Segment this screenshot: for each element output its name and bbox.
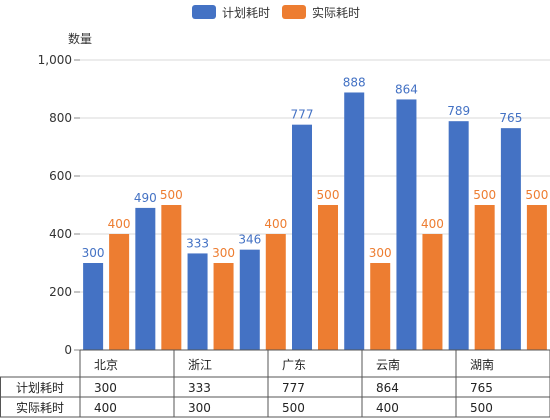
data-label: 765 xyxy=(499,111,522,125)
bar xyxy=(161,205,182,350)
table-category-label: 广东 xyxy=(282,358,306,372)
y-axis-label: 数量 xyxy=(68,31,92,46)
bar xyxy=(448,121,469,350)
bar xyxy=(187,253,208,350)
data-label: 500 xyxy=(525,188,548,202)
data-label: 400 xyxy=(108,217,131,231)
data-label: 346 xyxy=(238,233,261,247)
y-tick-label: 200 xyxy=(49,285,72,299)
bar xyxy=(135,207,156,350)
data-label: 500 xyxy=(473,188,496,202)
bar xyxy=(265,234,286,350)
data-label: 777 xyxy=(291,108,314,122)
table-series-name: 实际耗时 xyxy=(16,400,64,415)
table-cell: 300 xyxy=(188,401,211,415)
table-category-label: 北京 xyxy=(94,358,118,372)
data-label: 864 xyxy=(395,82,418,96)
data-label: 333 xyxy=(186,236,209,250)
y-tick-label: 600 xyxy=(49,169,72,183)
table-cell: 333 xyxy=(188,381,211,395)
bar xyxy=(239,249,260,350)
bar xyxy=(109,234,130,350)
table-category-label: 湖南 xyxy=(470,357,494,372)
bars xyxy=(83,92,547,350)
y-tick-label: 1,000 xyxy=(38,53,72,67)
y-tick-label: 0 xyxy=(64,343,72,357)
bar xyxy=(500,128,521,350)
table-category-label: 浙江 xyxy=(188,358,212,372)
bar xyxy=(474,205,495,350)
bar xyxy=(83,263,104,350)
data-label: 789 xyxy=(447,104,470,118)
data-label: 490 xyxy=(134,191,157,205)
table-cell: 300 xyxy=(94,381,117,395)
table-cell: 765 xyxy=(470,381,493,395)
data-labels: 300 490 333 346 777 888 864 789 765 400 500 300 400 5… xyxy=(82,75,549,260)
legend-swatch xyxy=(192,5,216,19)
table-cell: 864 xyxy=(376,381,399,395)
y-tick-label: 400 xyxy=(49,227,72,241)
data-label: 500 xyxy=(160,188,183,202)
bar xyxy=(213,263,234,350)
legend: 计划耗时 实际耗时 xyxy=(192,5,360,20)
data-label: 888 xyxy=(343,75,366,89)
y-axis-ticks: 0 200 400 600 800 1,000 xyxy=(38,53,80,357)
legend-swatch xyxy=(282,5,306,19)
table-cell: 500 xyxy=(470,401,493,415)
bar xyxy=(396,99,417,350)
bar xyxy=(292,124,312,350)
table-category-label: 云南 xyxy=(376,357,400,372)
data-label: 300 xyxy=(82,246,105,260)
table-cell: 777 xyxy=(282,381,305,395)
data-label: 300 xyxy=(369,246,392,260)
data-label: 400 xyxy=(264,217,287,231)
data-label: 500 xyxy=(317,188,340,202)
bar xyxy=(526,205,547,350)
data-label: 400 xyxy=(421,217,444,231)
table-cell: 400 xyxy=(94,401,117,415)
bar xyxy=(318,205,338,350)
data-label: 300 xyxy=(212,246,235,260)
table-series-name: 计划耗时 xyxy=(16,381,64,395)
table-cell: 400 xyxy=(376,401,399,415)
table-cell: 500 xyxy=(282,401,305,415)
legend-label: 实际耗时 xyxy=(312,5,360,20)
bar xyxy=(344,92,365,350)
bar xyxy=(370,263,391,350)
y-tick-label: 800 xyxy=(49,111,72,125)
legend-label: 计划耗时 xyxy=(222,6,270,20)
bar xyxy=(422,234,443,350)
